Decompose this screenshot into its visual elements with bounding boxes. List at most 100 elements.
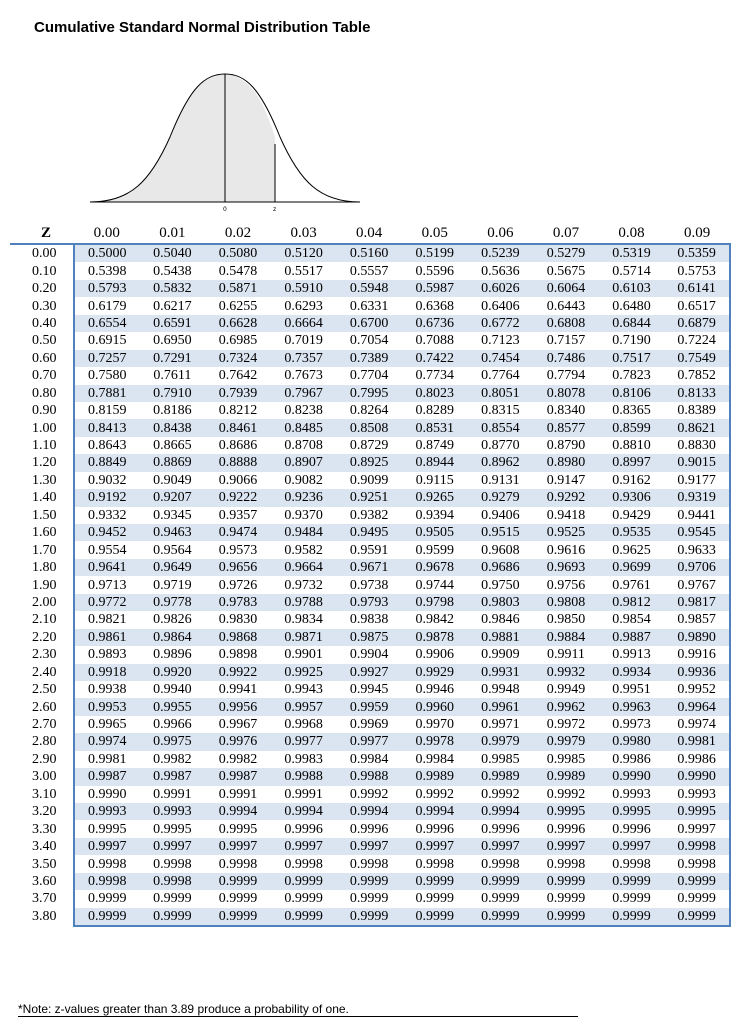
probability-cell: 0.9015 xyxy=(664,454,731,472)
z-value-cell: 0.90 xyxy=(32,403,57,419)
probability-cell: 0.9993 xyxy=(73,803,140,821)
column-header: 0.07 xyxy=(533,222,599,245)
probability-cell: 0.9934 xyxy=(598,663,665,681)
probability-cell: 0.9871 xyxy=(270,628,337,647)
probability-cell: 0.9854 xyxy=(612,612,651,628)
probability-cell: 0.9975 xyxy=(139,733,206,751)
probability-cell: 0.9992 xyxy=(481,786,520,802)
probability-cell: 0.8599 xyxy=(598,419,665,437)
probability-cell: 0.9982 xyxy=(153,751,192,767)
probability-cell: 0.9826 xyxy=(153,612,192,628)
probability-cell: 0.9429 xyxy=(612,507,651,523)
table-row: 1.30 0.9032 0.9049 0.9066 0.9082 0.9099 0.9115… xyxy=(10,471,731,490)
probability-cell: 0.9990 xyxy=(73,785,140,803)
probability-cell: 0.9998 xyxy=(612,856,651,872)
probability-cell: 0.9535 xyxy=(598,524,665,542)
probability-cell: 0.9973 xyxy=(612,717,651,733)
probability-cell: 0.9999 xyxy=(284,891,323,907)
probability-cell: 0.9793 xyxy=(336,593,402,612)
probability-cell: 0.9999 xyxy=(533,872,599,891)
probability-cell: 0.9803 xyxy=(467,593,534,612)
probability-cell: 0.7019 xyxy=(284,333,323,349)
probability-cell: 0.9306 xyxy=(598,489,665,507)
table-row: 2.10 0.9821 0.9826 0.9830 0.9834 0.9838 0.9842… xyxy=(10,611,731,629)
probability-cell: 0.9834 xyxy=(284,612,323,628)
probability-cell: 0.6700 xyxy=(336,314,402,333)
probability-cell: 0.9881 xyxy=(467,628,534,647)
probability-cell: 0.9981 xyxy=(664,733,731,751)
probability-cell: 0.8907 xyxy=(270,454,337,472)
probability-cell: 0.9664 xyxy=(270,558,337,577)
z-value-cell: 1.60 xyxy=(32,525,57,541)
probability-cell: 0.9279 xyxy=(467,489,534,507)
probability-cell: 0.9909 xyxy=(481,647,520,663)
probability-cell: 0.7995 xyxy=(336,384,402,402)
probability-cell: 0.9251 xyxy=(336,489,402,507)
probability-cell: 0.9989 xyxy=(401,768,468,786)
probability-cell: 0.9959 xyxy=(336,698,402,716)
probability-cell: 0.9857 xyxy=(664,611,731,629)
probability-cell: 0.5910 xyxy=(270,279,337,298)
probability-cell: 0.8962 xyxy=(467,454,534,472)
probability-cell: 0.9573 xyxy=(218,542,258,558)
footnote-underline xyxy=(18,1016,578,1017)
probability-cell: 0.9783 xyxy=(205,593,271,612)
probability-cell: 0.7224 xyxy=(664,332,731,350)
probability-cell: 0.5398 xyxy=(73,262,140,280)
column-header: 0.03 xyxy=(270,222,337,245)
probability-cell: 0.9999 xyxy=(664,890,731,908)
table-row: 2.50 0.9938 0.9940 0.9941 0.9943 0.9945 0.9946… xyxy=(10,680,731,699)
probability-cell: 0.9997 xyxy=(73,837,140,856)
probability-cell: 0.9798 xyxy=(401,593,468,612)
probability-cell: 0.7422 xyxy=(401,349,468,368)
probability-cell: 0.8810 xyxy=(612,438,651,454)
probability-cell: 0.9994 xyxy=(467,803,534,821)
probability-cell: 0.9971 xyxy=(481,717,520,733)
probability-cell: 0.7454 xyxy=(467,349,534,368)
probability-cell: 0.6406 xyxy=(481,298,520,314)
probability-cell: 0.8925 xyxy=(336,454,402,472)
column-header: 0.06 xyxy=(467,222,534,245)
table-row: 1.90 0.9713 0.9719 0.9726 0.9732 0.9738 0.9744… xyxy=(10,576,731,594)
probability-cell: 0.9999 xyxy=(664,907,731,928)
probability-cell: 0.7054 xyxy=(349,333,389,349)
probability-cell: 0.9995 xyxy=(73,820,140,838)
z-value-cell: 3.60 xyxy=(32,873,57,889)
probability-cell: 0.9952 xyxy=(664,680,731,699)
probability-cell: 0.9032 xyxy=(73,471,140,490)
probability-cell: 0.5636 xyxy=(481,263,520,279)
probability-cell: 0.9616 xyxy=(546,542,586,558)
probability-cell: 0.7734 xyxy=(415,368,455,384)
probability-cell: 0.9772 xyxy=(73,593,140,612)
probability-cell: 0.5948 xyxy=(336,279,402,298)
probability-cell: 0.9545 xyxy=(664,524,731,542)
probability-cell: 0.9147 xyxy=(546,472,586,488)
probability-cell: 0.6879 xyxy=(664,314,731,333)
probability-cell: 0.9984 xyxy=(415,751,455,767)
probability-cell: 0.6064 xyxy=(533,279,599,298)
probability-cell: 0.8186 xyxy=(153,403,192,419)
probability-cell: 0.9997 xyxy=(467,837,534,856)
table-body: 0.00 0.5000 0.5040 0.5080 0.5120 0.5160 0.5199… xyxy=(10,244,731,928)
probability-cell: 0.9761 xyxy=(612,577,651,593)
z-value-cell: 1.30 xyxy=(32,472,57,488)
z-value-cell: 0.00 xyxy=(32,246,57,262)
z-value-cell: 0.70 xyxy=(32,368,57,384)
probability-cell: 0.9332 xyxy=(73,506,140,524)
probability-cell: 0.9999 xyxy=(153,891,192,907)
probability-cell: 0.9998 xyxy=(73,855,140,873)
probability-cell: 0.8212 xyxy=(218,403,258,419)
probability-cell: 0.6026 xyxy=(467,279,534,298)
table-row: 1.70 0.9554 0.9564 0.9573 0.9582 0.9591 0.9599… xyxy=(10,541,731,559)
z-value-cell: 3.80 xyxy=(32,909,57,925)
probability-cell: 0.8729 xyxy=(349,438,389,454)
probability-cell: 0.8289 xyxy=(415,403,455,419)
z-value-cell: 1.50 xyxy=(32,507,57,523)
probability-cell: 0.5199 xyxy=(401,244,468,263)
probability-cell: 0.9953 xyxy=(73,698,140,716)
probability-cell: 0.9713 xyxy=(73,576,140,594)
probability-cell: 0.9946 xyxy=(415,682,455,698)
probability-cell: 0.9706 xyxy=(664,558,731,577)
probability-cell: 0.9788 xyxy=(270,593,337,612)
probability-cell: 0.9484 xyxy=(270,524,337,542)
